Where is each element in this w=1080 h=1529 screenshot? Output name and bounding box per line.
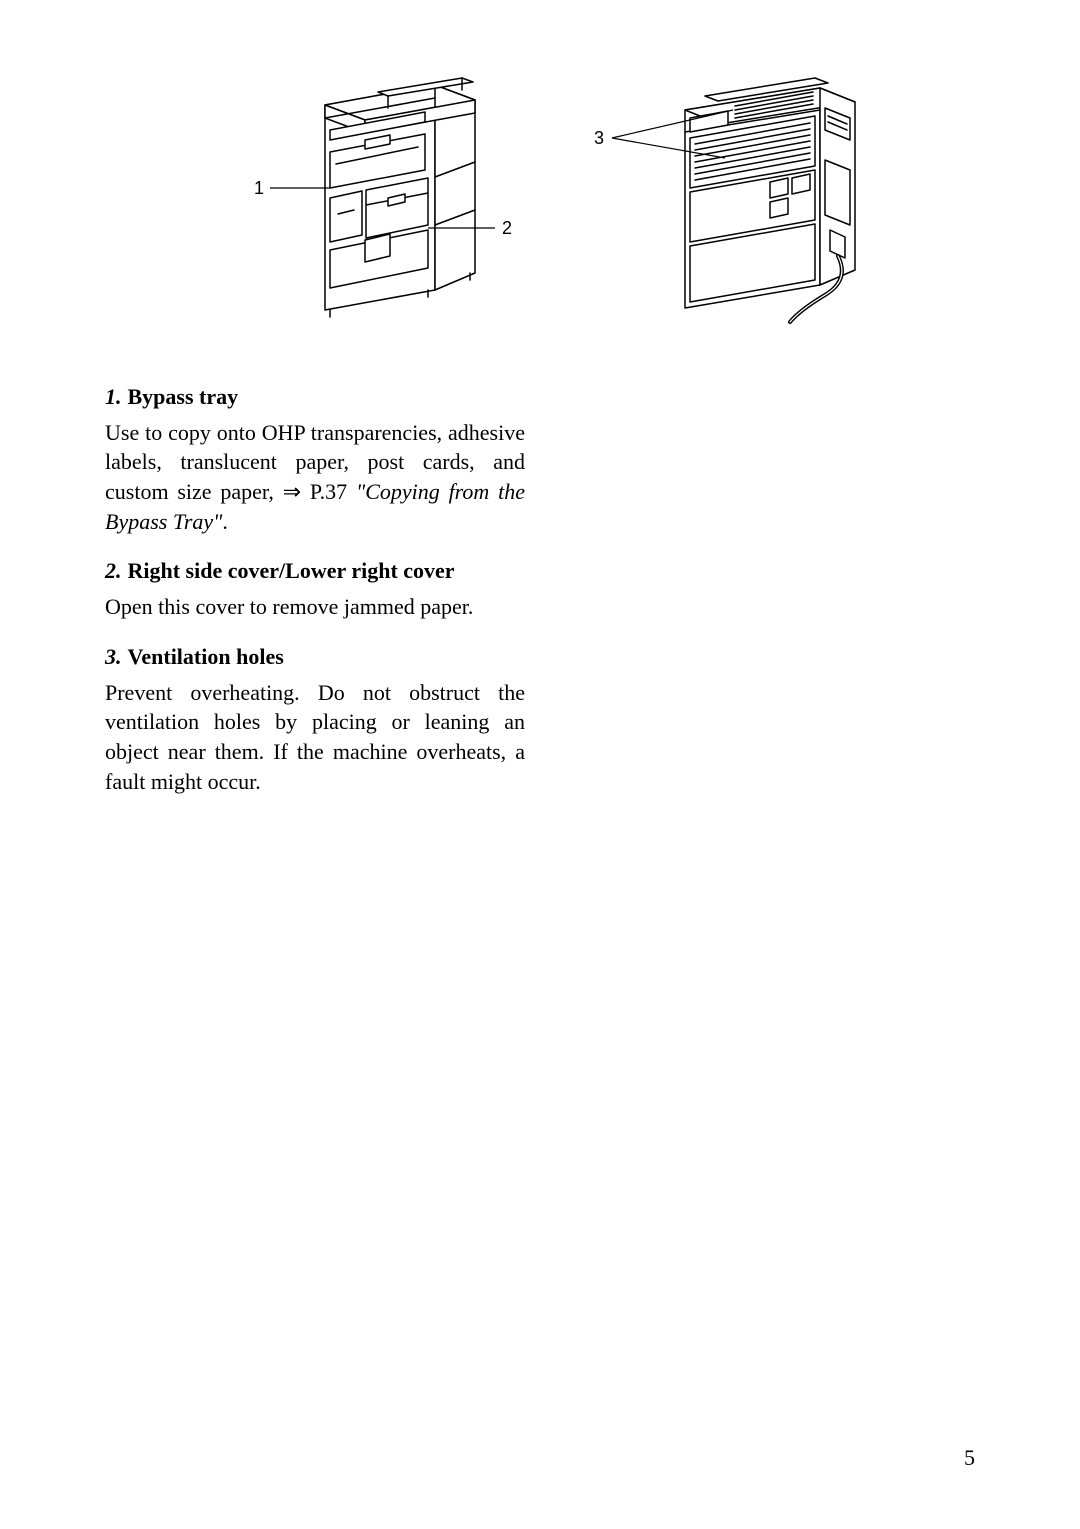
section-1-body-post: .: [222, 509, 228, 534]
section-2-num: 2.: [105, 558, 122, 583]
section-3-title: Ventilation holes: [128, 644, 284, 669]
section-2-heading: 2.Right side cover/Lower right cover: [105, 556, 525, 586]
section-1-body-mid: P.37: [301, 479, 356, 504]
section-2-title: Right side cover/Lower right cover: [128, 558, 455, 583]
section-2-body: Open this cover to remove jammed paper.: [105, 592, 525, 622]
page-number: 5: [964, 1445, 975, 1471]
page-content: 1 2: [0, 0, 1080, 876]
section-3-body: Prevent overheating. Do not obstruct the…: [105, 678, 525, 797]
section-1-heading: 1.Bypass tray: [105, 382, 525, 412]
section-3-heading: 3.Ventilation holes: [105, 642, 525, 672]
section-1-num: 1.: [105, 384, 122, 409]
diagram-label-3: 3: [594, 128, 604, 148]
section-3-num: 3.: [105, 644, 122, 669]
diagram-right: 3: [570, 70, 870, 330]
diagram-label-1: 1: [254, 178, 264, 198]
arrow-icon: ⇒: [283, 479, 301, 504]
section-1-title: Bypass tray: [128, 384, 239, 409]
text-column: 1.Bypass tray Use to copy onto OHP trans…: [105, 382, 525, 796]
diagram-label-2: 2: [502, 218, 512, 238]
section-2: 2.Right side cover/Lower right cover Ope…: [105, 556, 525, 621]
section-1: 1.Bypass tray Use to copy onto OHP trans…: [105, 382, 525, 536]
diagram-row: 1 2: [105, 70, 975, 330]
section-1-body: Use to copy onto OHP transparencies, adh…: [105, 418, 525, 537]
section-3: 3.Ventilation holes Prevent overheating.…: [105, 642, 525, 796]
diagram-left: 1 2: [210, 70, 530, 330]
